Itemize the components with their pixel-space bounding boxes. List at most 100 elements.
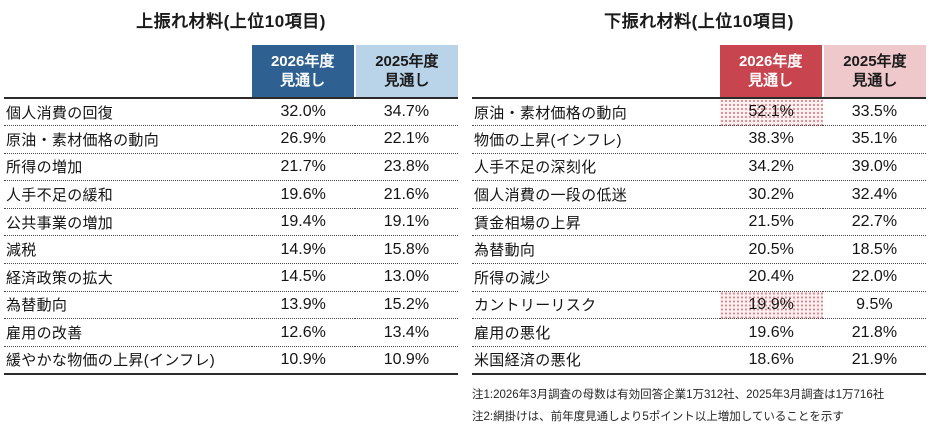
table-row: 雇用の改善 12.6% 13.4% xyxy=(4,318,458,347)
table-row: 経済政策の拡大 14.5% 13.0% xyxy=(4,263,458,292)
value-fy2025: 33.5% xyxy=(822,98,926,127)
downside-table-body: 原油・素材価格の動向 52.1% 33.5% 物価の上昇(インフレ) 38.3% 35.1… xyxy=(472,98,926,375)
factor-label: 経済政策の拡大 xyxy=(4,263,252,292)
table-row: 緩やかな物価の上昇(インフレ) 10.9% 10.9% xyxy=(4,346,458,375)
table-row: 人手不足の緩和 19.6% 21.6% xyxy=(4,180,458,209)
value-fy2025: 23.8% xyxy=(354,153,458,182)
table-row: 雇用の悪化 19.6% 21.8% xyxy=(472,318,926,347)
value-fy2025: 18.5% xyxy=(822,235,926,265)
value-fy2026: 19.4% xyxy=(251,208,355,237)
table-row: 物価の上昇(インフレ) 38.3% 35.1% xyxy=(472,125,926,154)
table-row: 減税 14.9% 15.8% xyxy=(4,235,458,265)
table-row: 人手不足の深刻化 34.2% 39.0% xyxy=(472,153,926,182)
factor-label: 減税 xyxy=(4,235,252,265)
value-fy2025: 21.9% xyxy=(822,346,926,375)
upside-factors-table: 2026年度 見通し 2025年度 見通し 個人消費の回復 32.0% 34.7% 原… xyxy=(4,45,458,375)
table-row: カントリーリスク 19.9% 9.5% xyxy=(472,291,926,320)
value-fy2025: 22.7% xyxy=(822,208,926,237)
downside-table-title: 下振れ材料(上位10項目) xyxy=(604,12,794,31)
value-fy2025: 32.4% xyxy=(822,180,926,209)
factor-label: 為替動向 xyxy=(4,291,252,320)
factor-label: 米国経済の悪化 xyxy=(472,346,720,375)
empty-header-cell xyxy=(472,45,720,99)
value-fy2025: 35.1% xyxy=(822,125,926,154)
value-fy2025: 15.2% xyxy=(354,291,458,320)
column-header-fy2026: 2026年度 見通し xyxy=(719,45,823,99)
table-row: 原油・素材価格の動向 52.1% 33.5% xyxy=(472,98,926,127)
table-row: 所得の増加 21.7% 23.8% xyxy=(4,153,458,182)
value-fy2026: 13.9% xyxy=(251,291,355,320)
column-header-fy2025: 2025年度 見通し xyxy=(353,45,458,99)
value-fy2026: 18.6% xyxy=(719,346,823,375)
downside-factors-table: 2026年度 見通し 2025年度 見通し 原油・素材価格の動向 52.1% 33.… xyxy=(472,45,926,375)
value-fy2026: 26.9% xyxy=(251,125,355,154)
factor-label: 個人消費の一段の低迷 xyxy=(472,180,720,209)
value-fy2026: 30.2% xyxy=(719,180,823,209)
upside-table-header: 2026年度 見通し 2025年度 見通し xyxy=(4,45,458,99)
table-row: 所得の減少 20.4% 22.0% xyxy=(472,263,926,292)
value-fy2025: 19.1% xyxy=(354,208,458,237)
table-row: 為替動向 13.9% 15.2% xyxy=(4,291,458,320)
value-fy2026: 20.4% xyxy=(719,263,823,292)
factor-label: 所得の増加 xyxy=(4,153,252,182)
value-fy2025: 13.4% xyxy=(354,318,458,347)
value-fy2025: 21.6% xyxy=(354,180,458,209)
downside-factors-panel: 下振れ材料(上位10項目) 2026年度 見通し 2025年度 見通し 原油・素… xyxy=(472,4,926,435)
value-fy2026: 38.3% xyxy=(719,125,823,154)
factor-label: 雇用の悪化 xyxy=(472,318,720,347)
factor-label: 原油・素材価格の動向 xyxy=(472,98,720,127)
downside-table-header: 2026年度 見通し 2025年度 見通し xyxy=(472,45,926,99)
column-header-fy2025: 2025年度 見通し xyxy=(821,45,926,99)
table-row: 賃金相場の上昇 21.5% 22.7% xyxy=(472,208,926,237)
table-row: 原油・素材価格の動向 26.9% 22.1% xyxy=(4,125,458,154)
value-fy2025: 15.8% xyxy=(354,235,458,265)
factor-label: 所得の減少 xyxy=(472,263,720,292)
factor-label: 原油・素材価格の動向 xyxy=(4,125,252,154)
footnote-2: 注2:網掛けは、前年度見通しより5ポイント以上増加していることを示す xyxy=(472,411,844,424)
value-fy2026: 19.6% xyxy=(251,180,355,209)
factor-label: 為替動向 xyxy=(472,235,720,265)
value-fy2026: 14.5% xyxy=(251,263,355,292)
upside-factors-panel: 上振れ材料(上位10項目) 2026年度 見通し 2025年度 見通し 個人消費… xyxy=(4,4,458,435)
value-fy2026: 21.7% xyxy=(251,153,355,182)
column-header-fy2026: 2026年度 見通し xyxy=(251,45,355,99)
value-fy2026: 19.9% xyxy=(719,291,823,320)
value-fy2026: 21.5% xyxy=(719,208,823,237)
value-fy2025: 13.0% xyxy=(354,263,458,292)
value-fy2026: 14.9% xyxy=(251,235,355,265)
value-fy2026: 12.6% xyxy=(251,318,355,347)
factor-label: 賃金相場の上昇 xyxy=(472,208,720,237)
table-row: 個人消費の回復 32.0% 34.7% xyxy=(4,98,458,127)
value-fy2026: 32.0% xyxy=(251,98,355,127)
factor-label: カントリーリスク xyxy=(472,291,720,320)
factor-label: 雇用の改善 xyxy=(4,318,252,347)
upside-table-body: 個人消費の回復 32.0% 34.7% 原油・素材価格の動向 26.9% 22.1% 所得の… xyxy=(4,98,458,375)
table-row: 為替動向 20.5% 18.5% xyxy=(472,235,926,265)
value-fy2025: 34.7% xyxy=(354,98,458,127)
table-row: 米国経済の悪化 18.6% 21.9% xyxy=(472,346,926,375)
factor-label: 公共事業の増加 xyxy=(4,208,252,237)
value-fy2026: 19.6% xyxy=(719,318,823,347)
value-fy2026: 52.1% xyxy=(719,98,823,127)
value-fy2026: 34.2% xyxy=(719,153,823,182)
value-fy2025: 10.9% xyxy=(354,346,458,375)
value-fy2026: 10.9% xyxy=(251,346,355,375)
value-fy2025: 39.0% xyxy=(822,153,926,182)
value-fy2025: 9.5% xyxy=(822,291,926,320)
table-row: 個人消費の一段の低迷 30.2% 32.4% xyxy=(472,180,926,209)
factor-label: 個人消費の回復 xyxy=(4,98,252,127)
empty-header-cell xyxy=(4,45,252,99)
factor-label: 人手不足の緩和 xyxy=(4,180,252,209)
footnotes: 注1:2026年3月調査の母数は有効回答企業1万312社、2025年3月調査は1… xyxy=(472,384,926,429)
value-fy2025: 22.1% xyxy=(354,125,458,154)
upside-table-title: 上振れ材料(上位10項目) xyxy=(136,12,326,31)
value-fy2025: 22.0% xyxy=(822,263,926,292)
factor-label: 物価の上昇(インフレ) xyxy=(472,125,720,154)
footnote-1: 注1:2026年3月調査の母数は有効回答企業1万312社、2025年3月調査は1… xyxy=(472,388,885,401)
value-fy2026: 20.5% xyxy=(719,235,823,265)
value-fy2025: 21.8% xyxy=(822,318,926,347)
table-row: 公共事業の増加 19.4% 19.1% xyxy=(4,208,458,237)
factor-label: 緩やかな物価の上昇(インフレ) xyxy=(4,346,252,375)
factor-label: 人手不足の深刻化 xyxy=(472,153,720,182)
